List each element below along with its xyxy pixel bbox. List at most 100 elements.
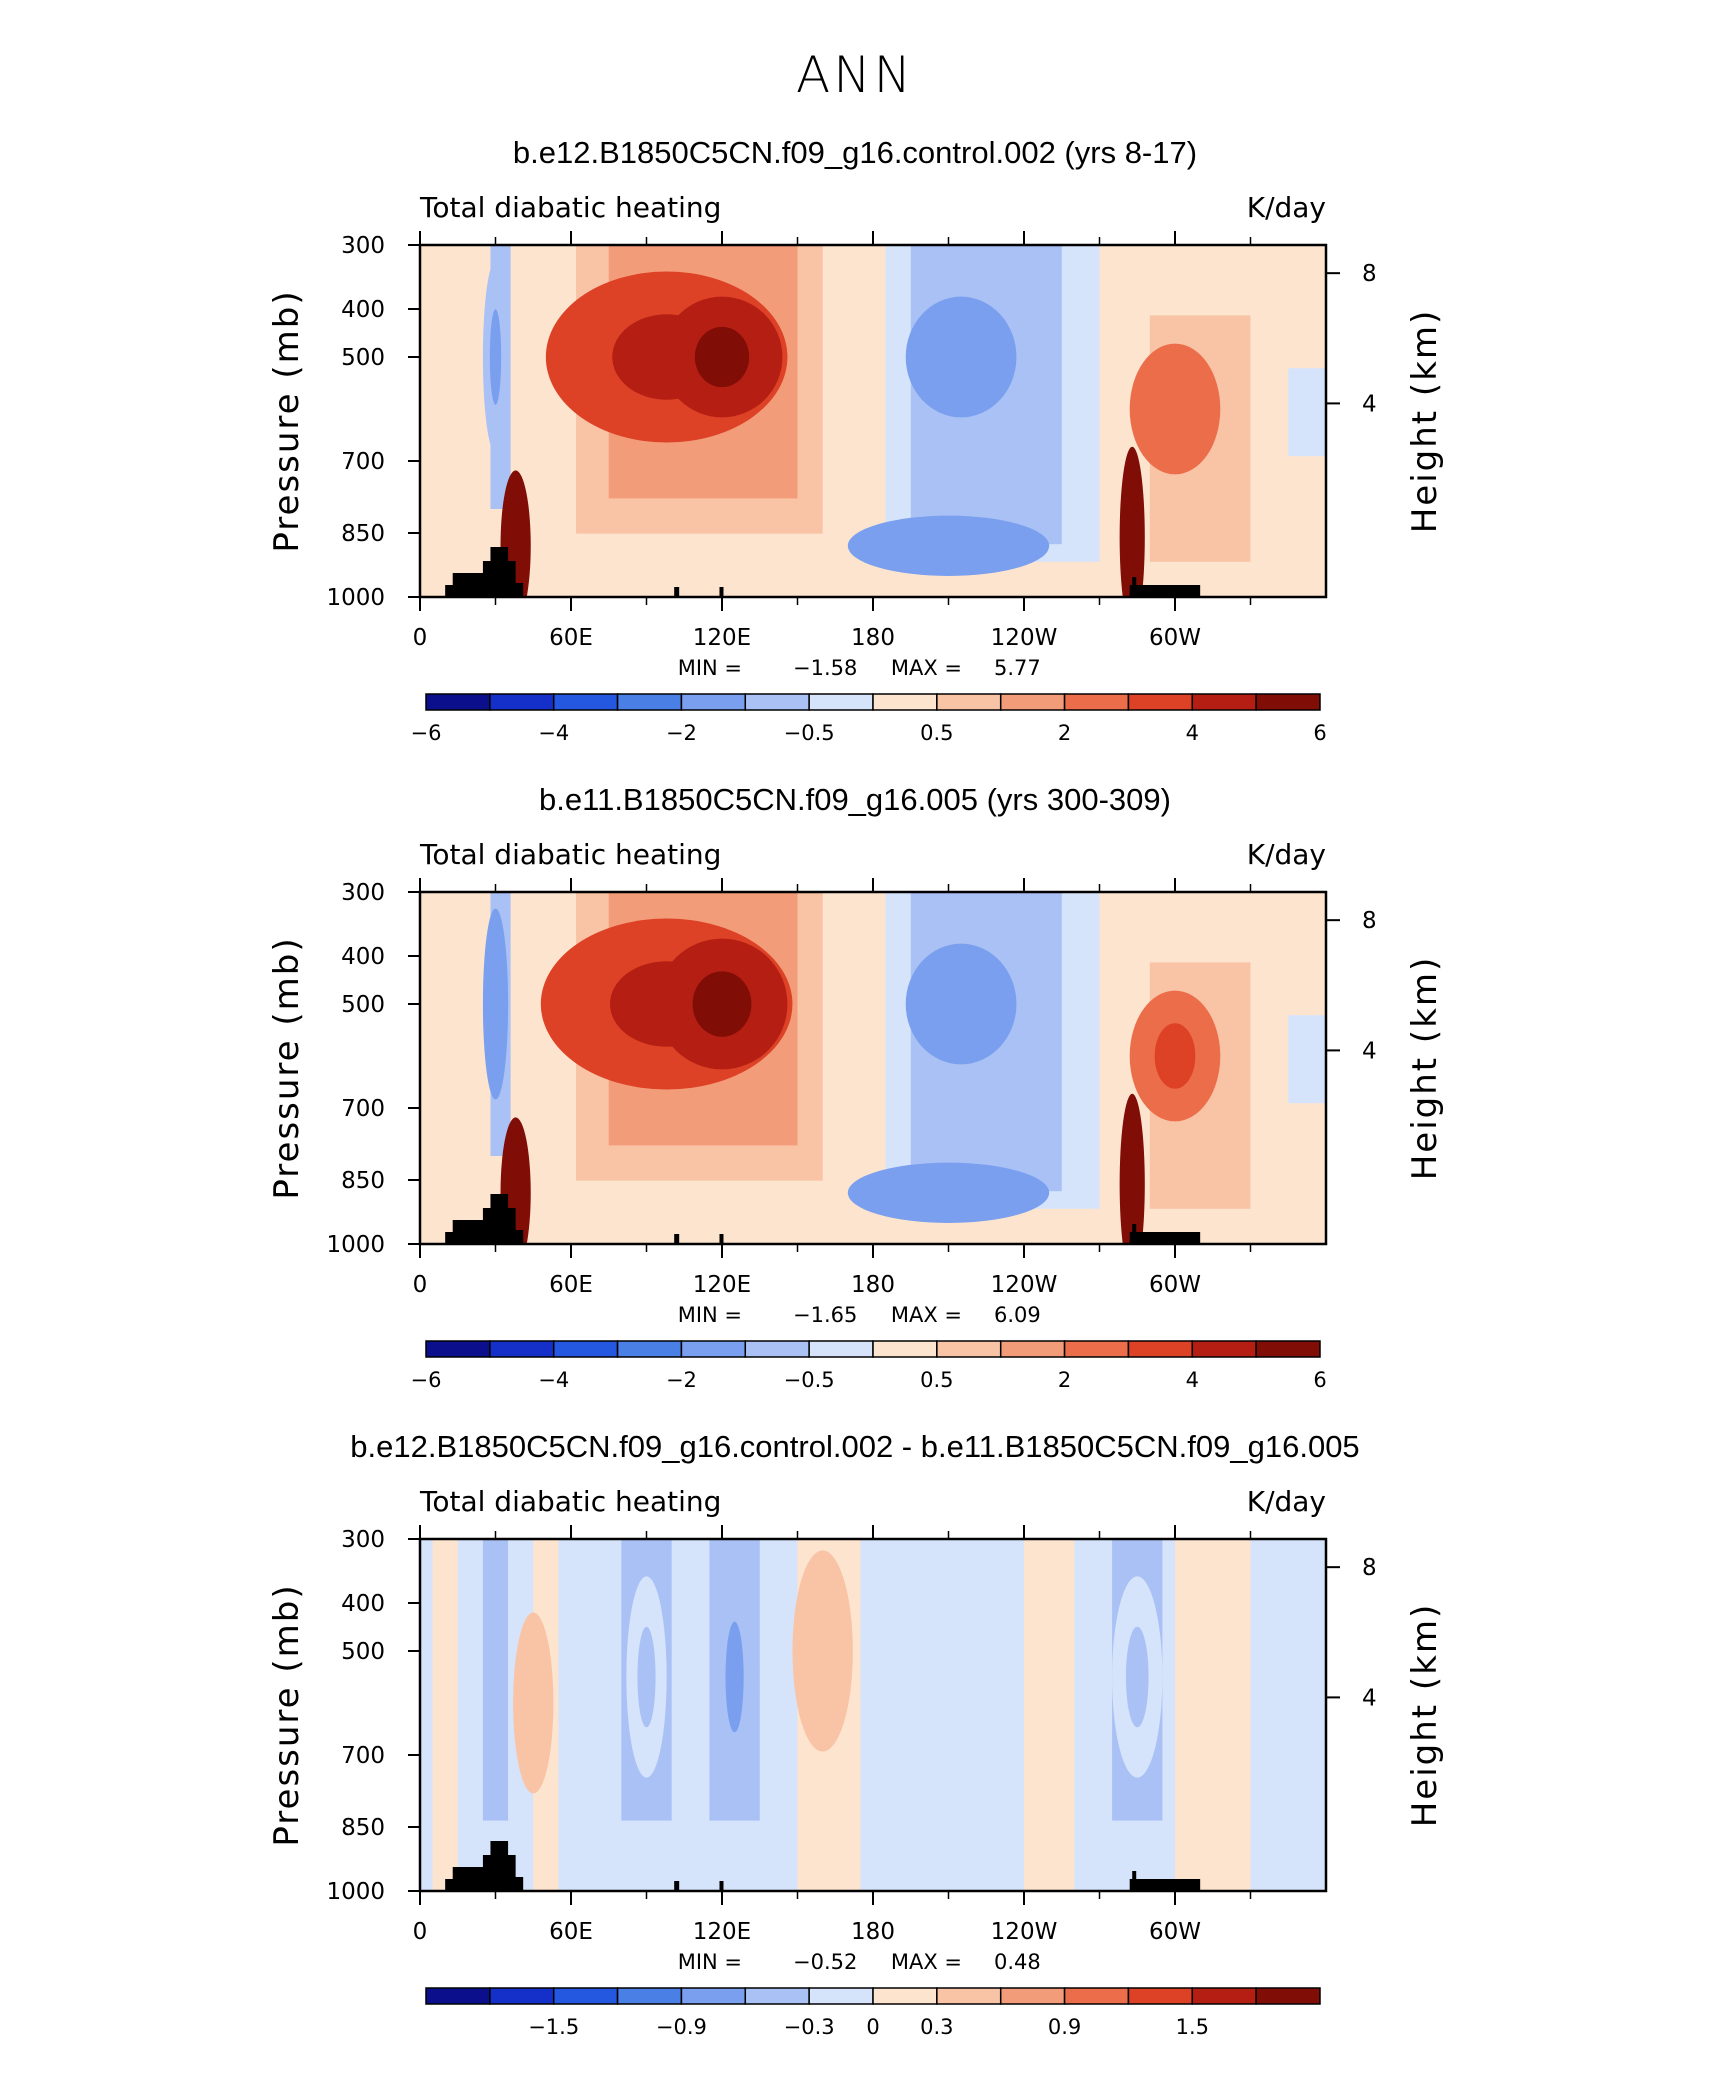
x-tick-label: 60W [1149, 1919, 1201, 1945]
topography [1132, 577, 1137, 587]
cool-band [1288, 368, 1326, 457]
units-label: K/day [1247, 1485, 1326, 1518]
min-label: MIN = [678, 1303, 742, 1327]
colorbar-box [1255, 693, 1321, 711]
colorbar-box [936, 1340, 1002, 1358]
x-tick-label: 120E [693, 1272, 751, 1298]
colorbar-tick-label: 2 [1058, 721, 1071, 745]
min-label: MIN = [678, 656, 742, 680]
colorbar-box [489, 1340, 555, 1358]
contour-feature-core [725, 1621, 744, 1733]
colorbar-box [616, 693, 683, 711]
y-tick-label: 850 [341, 521, 385, 547]
colorbar-tick-label: 1.5 [1176, 2015, 1209, 2039]
x-tick-label: 60W [1149, 1272, 1201, 1298]
warm-band [432, 1539, 458, 1891]
variable-label: Total diabatic heating [419, 1485, 721, 1518]
colorbar-box [936, 1987, 1002, 2005]
x-tick-label: 120W [991, 1272, 1058, 1298]
min-value: −1.58 [793, 656, 857, 680]
y2-tick-label: 8 [1362, 261, 1377, 287]
y2-tick-label: 4 [1362, 1685, 1377, 1711]
colorbar-box [744, 693, 810, 711]
colorbar-box [744, 1987, 810, 2005]
contour-feature-core [1126, 1139, 1138, 1230]
contour-feature-core [524, 1657, 543, 1749]
colorbar-box [1191, 1340, 1257, 1358]
topography [719, 1881, 724, 1891]
colorbar-box [744, 1340, 810, 1358]
colorbar-box [552, 693, 619, 711]
topography [1129, 585, 1201, 597]
y-tick-label: 500 [341, 1639, 385, 1665]
colorbar-box [425, 1340, 491, 1358]
topography [445, 547, 524, 597]
colorbar-tick-label: −0.5 [784, 721, 835, 745]
max-label: MAX = [891, 1303, 962, 1327]
max-value: 5.77 [994, 656, 1041, 680]
y2-axis-title: Height (km) [1405, 309, 1445, 534]
colorbar-box [680, 1340, 747, 1358]
contour-feature-core [1125, 1626, 1149, 1728]
y-tick-label: 400 [341, 297, 385, 323]
y-tick-label: 850 [341, 1168, 385, 1194]
colorbar-box [1063, 1340, 1130, 1358]
colorbar-box [680, 1987, 747, 2005]
max-label: MAX = [891, 1950, 962, 1974]
contour-feature-core [692, 971, 752, 1037]
colorbar-box [872, 1340, 938, 1358]
colorbar-box [808, 1340, 874, 1358]
colorbar-box [1255, 1340, 1321, 1358]
colorbar-box [808, 693, 874, 711]
contour-feature-core [903, 530, 994, 561]
variable-label: Total diabatic heating [419, 191, 721, 224]
contour-feature-core [936, 326, 986, 388]
contour-feature-core [489, 309, 502, 405]
y2-tick-label: 8 [1362, 908, 1377, 934]
min-label: MIN = [678, 1950, 742, 1974]
colorbar-tick-label: 0.3 [920, 2015, 953, 2039]
colorbar-tick-label: −1.5 [528, 2015, 579, 2039]
max-value: 6.09 [994, 1303, 1041, 1327]
x-tick-label: 120E [693, 1919, 751, 1945]
colorbar-tick-label: 0.5 [920, 721, 953, 745]
contour-feature-core [1216, 1610, 1235, 1692]
topography [674, 587, 680, 597]
x-tick-label: 0 [413, 1919, 428, 1945]
y2-tick-label: 4 [1362, 391, 1377, 417]
colorbar-tick-label: −6 [411, 721, 442, 745]
chart-panel-3: b.e12.B1850C5CN.f09_g16.control.002 - b.… [267, 1429, 1445, 2039]
colorbar-tick-label: −4 [538, 721, 569, 745]
contour-feature-core [489, 956, 502, 1052]
topography [674, 1881, 680, 1891]
y-tick-label: 850 [341, 1815, 385, 1841]
x-tick-label: 60W [1149, 625, 1201, 651]
y2-tick-label: 8 [1362, 1555, 1377, 1581]
colorbar-box [425, 693, 491, 711]
colorbar-box [1063, 693, 1130, 711]
min-value: −0.52 [793, 1950, 857, 1974]
y-tick-label: 300 [341, 880, 385, 906]
y-tick-label: 500 [341, 345, 385, 371]
colorbar-box [489, 693, 555, 711]
min-value: −1.65 [793, 1303, 857, 1327]
x-tick-label: 120E [693, 625, 751, 651]
y-axis-title: Pressure (mb) [267, 936, 307, 1199]
colorbar-tick-label: −0.3 [784, 2015, 835, 2039]
colorbar-tick-label: −2 [666, 721, 697, 745]
chart-panel-1: b.e12.B1850C5CN.f09_g16.control.002 (yrs… [267, 135, 1445, 745]
colorbar-box [1255, 1987, 1321, 2005]
colorbar-tick-label: 4 [1186, 1368, 1199, 1392]
y2-tick-label: 4 [1362, 1038, 1377, 1064]
topography [1129, 1232, 1201, 1244]
contour-feature-core [903, 1177, 994, 1208]
topography [445, 1841, 524, 1891]
contour-feature-core [809, 1600, 837, 1702]
y2-axis-title: Height (km) [1405, 1603, 1445, 1828]
units-label: K/day [1247, 191, 1326, 224]
colorbar-tick-label: 0.9 [1048, 2015, 1081, 2039]
plot-area [420, 892, 1326, 1244]
x-tick-label: 0 [413, 1272, 428, 1298]
colorbar-tick-label: 0 [866, 2015, 879, 2039]
